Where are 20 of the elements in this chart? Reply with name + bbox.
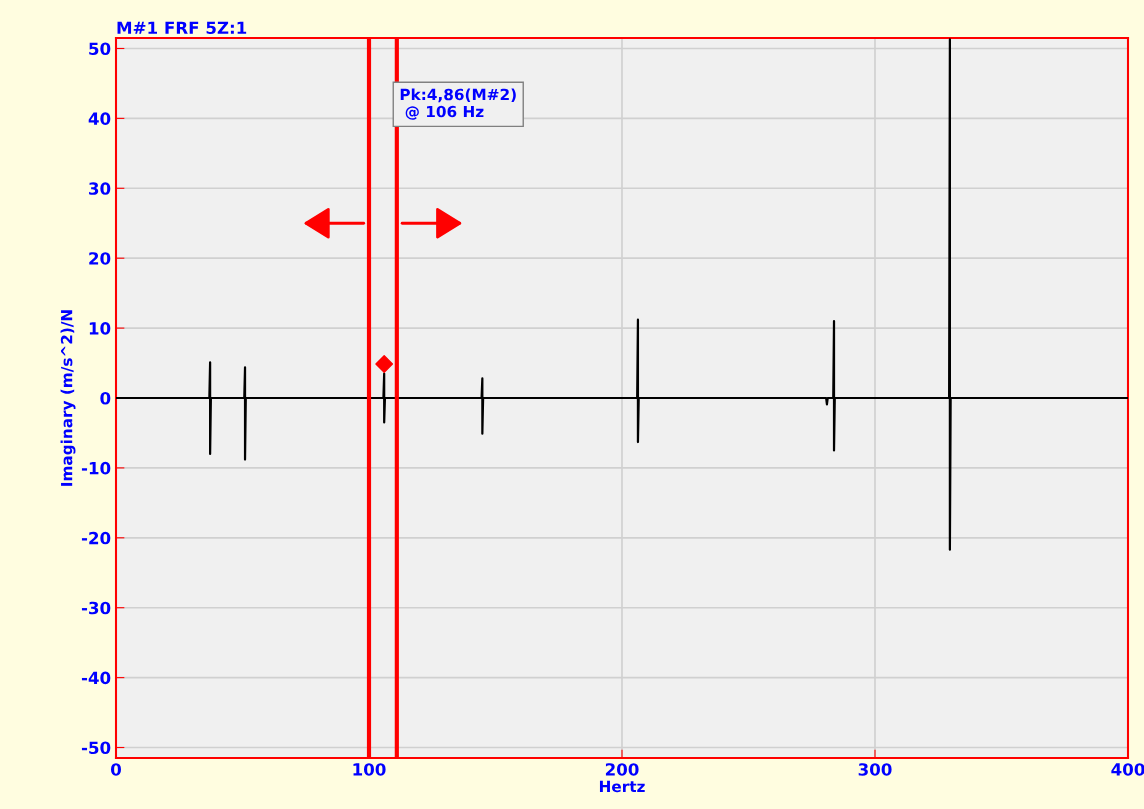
x-tick-label: 100 — [353, 763, 386, 776]
y-tick-label: -40 — [81, 671, 111, 685]
y-tick-label: -10 — [81, 461, 111, 475]
y-tick-label: 10 — [89, 322, 111, 335]
x-tick-label: 300 — [858, 763, 892, 776]
y-tick-label: -30 — [81, 601, 111, 615]
y-tick-label: 20 — [89, 252, 111, 265]
y-tick-label: 50 — [89, 42, 111, 56]
chart-title: M#1 FRF 5Z:1 — [117, 21, 247, 35]
y-tick-label: 40 — [88, 112, 111, 125]
x-tick-label: 200 — [605, 763, 639, 776]
y-tick-label: -50 — [81, 741, 111, 755]
y-tick-label: 0 — [100, 391, 111, 405]
y-tick-label: -20 — [81, 531, 111, 545]
x-axis-title: Hertz — [599, 780, 645, 793]
x-tick-label: 400 — [1111, 763, 1144, 776]
x-tick-label: 0 — [111, 763, 121, 776]
annotation: Pk:4,86(M#2) @ 106 Hz — [400, 88, 516, 120]
y-tick-label: 30 — [89, 182, 111, 195]
y-axis-title: Imaginary (m/s^2)/N — [60, 310, 76, 486]
